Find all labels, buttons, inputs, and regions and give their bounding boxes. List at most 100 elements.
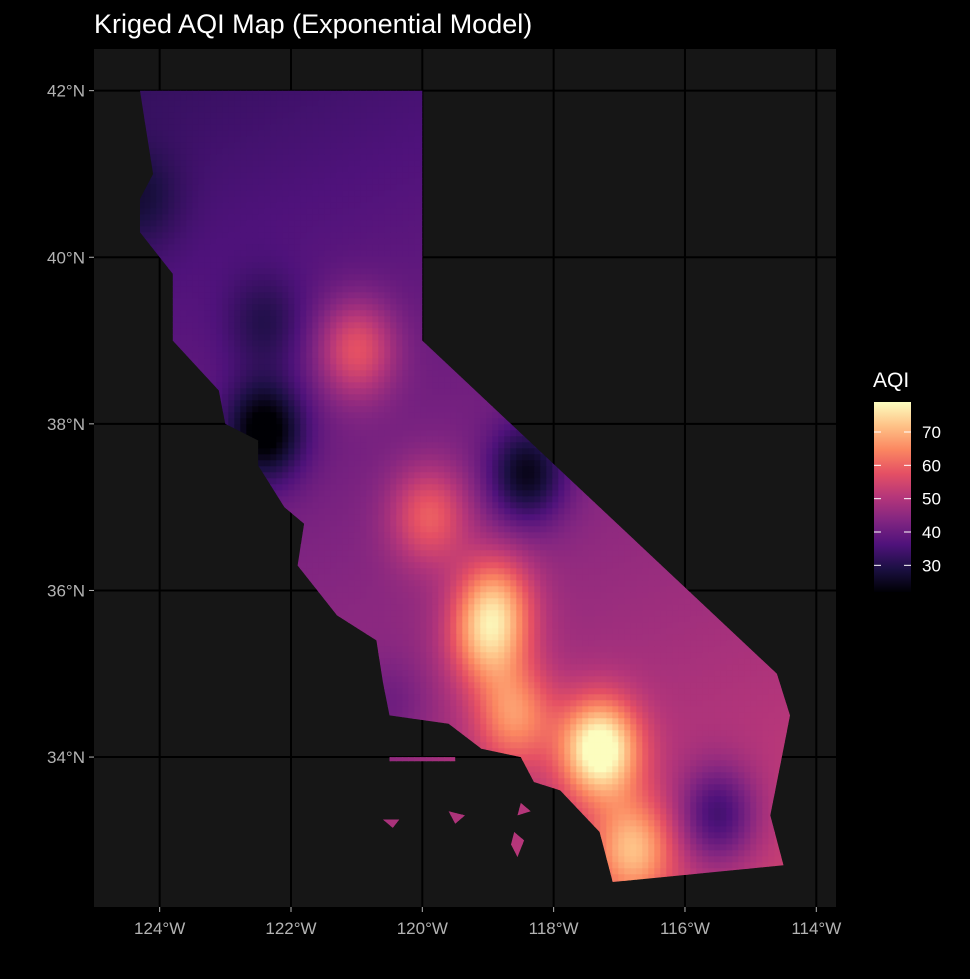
aqi-cell	[192, 136, 199, 143]
aqi-cell	[294, 136, 301, 143]
aqi-cell	[336, 184, 343, 191]
aqi-cell	[246, 256, 253, 263]
aqi-cell	[168, 196, 175, 203]
aqi-cell	[288, 238, 295, 245]
aqi-cell	[414, 124, 421, 131]
aqi-cell	[240, 166, 247, 173]
aqi-cell	[354, 328, 361, 335]
aqi-cell	[240, 100, 247, 107]
aqi-cell	[150, 112, 157, 119]
aqi-cell	[270, 130, 277, 137]
aqi-cell	[342, 172, 349, 179]
aqi-cell	[300, 226, 307, 233]
aqi-cell	[330, 262, 337, 269]
aqi-cell	[366, 154, 373, 161]
aqi-cell	[366, 100, 373, 107]
aqi-cell	[276, 142, 283, 149]
aqi-cell	[258, 100, 265, 107]
aqi-cell	[168, 94, 175, 101]
aqi-cell	[210, 310, 217, 317]
aqi-cell	[246, 214, 253, 221]
aqi-cell	[264, 310, 271, 317]
aqi-cell	[390, 196, 397, 203]
aqi-cell	[414, 160, 421, 167]
aqi-cell	[192, 160, 199, 167]
aqi-cell	[204, 208, 211, 215]
aqi-cell	[180, 148, 187, 155]
aqi-cell	[276, 208, 283, 215]
aqi-cell	[144, 232, 151, 239]
aqi-cell	[384, 268, 391, 275]
aqi-cell	[144, 238, 151, 245]
aqi-cell	[300, 166, 307, 173]
aqi-cell	[396, 280, 403, 287]
aqi-cell	[270, 322, 277, 329]
aqi-cell	[156, 118, 163, 125]
aqi-cell	[294, 316, 301, 323]
aqi-cell	[354, 148, 361, 155]
aqi-cell	[294, 190, 301, 197]
aqi-cell	[402, 268, 409, 275]
aqi-cell	[186, 262, 193, 269]
aqi-cell	[240, 256, 247, 263]
aqi-cell	[378, 280, 385, 287]
aqi-cell	[312, 94, 319, 101]
aqi-cell	[258, 274, 265, 281]
aqi-cell	[408, 142, 415, 149]
aqi-cell	[318, 190, 325, 197]
aqi-cell	[330, 250, 337, 257]
aqi-cell	[180, 130, 187, 137]
aqi-cell	[210, 106, 217, 113]
aqi-cell	[396, 328, 403, 335]
aqi-cell	[144, 94, 151, 101]
aqi-cell	[156, 124, 163, 131]
aqi-cell	[390, 124, 397, 131]
aqi-cell	[264, 268, 271, 275]
aqi-cell	[294, 340, 301, 347]
aqi-cell	[354, 124, 361, 131]
aqi-cell	[258, 208, 265, 215]
aqi-cell	[204, 256, 211, 263]
aqi-cell	[288, 328, 295, 335]
aqi-cell	[306, 112, 313, 119]
aqi-cell	[342, 316, 349, 323]
aqi-cell	[216, 220, 223, 227]
aqi-cell	[330, 202, 337, 209]
aqi-cell	[252, 142, 259, 149]
aqi-cell	[180, 310, 187, 317]
aqi-cell	[228, 274, 235, 281]
aqi-cell	[390, 166, 397, 173]
aqi-cell	[204, 136, 211, 143]
chart-title: Kriged AQI Map (Exponential Model)	[94, 9, 532, 39]
aqi-cell	[222, 100, 229, 107]
aqi-cell	[192, 166, 199, 173]
aqi-cell	[198, 250, 205, 257]
aqi-cell	[288, 232, 295, 239]
aqi-cell	[156, 232, 163, 239]
aqi-cell	[390, 274, 397, 281]
aqi-cell	[252, 118, 259, 125]
aqi-cell	[276, 286, 283, 293]
aqi-cell	[366, 190, 373, 197]
aqi-cell	[198, 208, 205, 215]
aqi-cell	[384, 286, 391, 293]
aqi-cell	[414, 244, 421, 251]
aqi-cell	[216, 310, 223, 317]
aqi-cell	[378, 322, 385, 329]
aqi-cell	[402, 214, 409, 221]
aqi-cell	[294, 232, 301, 239]
aqi-cell	[342, 340, 349, 347]
aqi-cell	[276, 268, 283, 275]
aqi-cell	[330, 328, 337, 335]
aqi-cell	[318, 208, 325, 215]
aqi-cell	[270, 208, 277, 215]
aqi-cell	[366, 160, 373, 167]
aqi-cell	[192, 142, 199, 149]
aqi-cell	[324, 178, 331, 185]
aqi-cell	[150, 190, 157, 197]
aqi-cell	[252, 238, 259, 245]
aqi-cell	[210, 196, 217, 203]
aqi-cell	[336, 154, 343, 161]
aqi-cell	[234, 90, 241, 95]
aqi-cell	[384, 112, 391, 119]
